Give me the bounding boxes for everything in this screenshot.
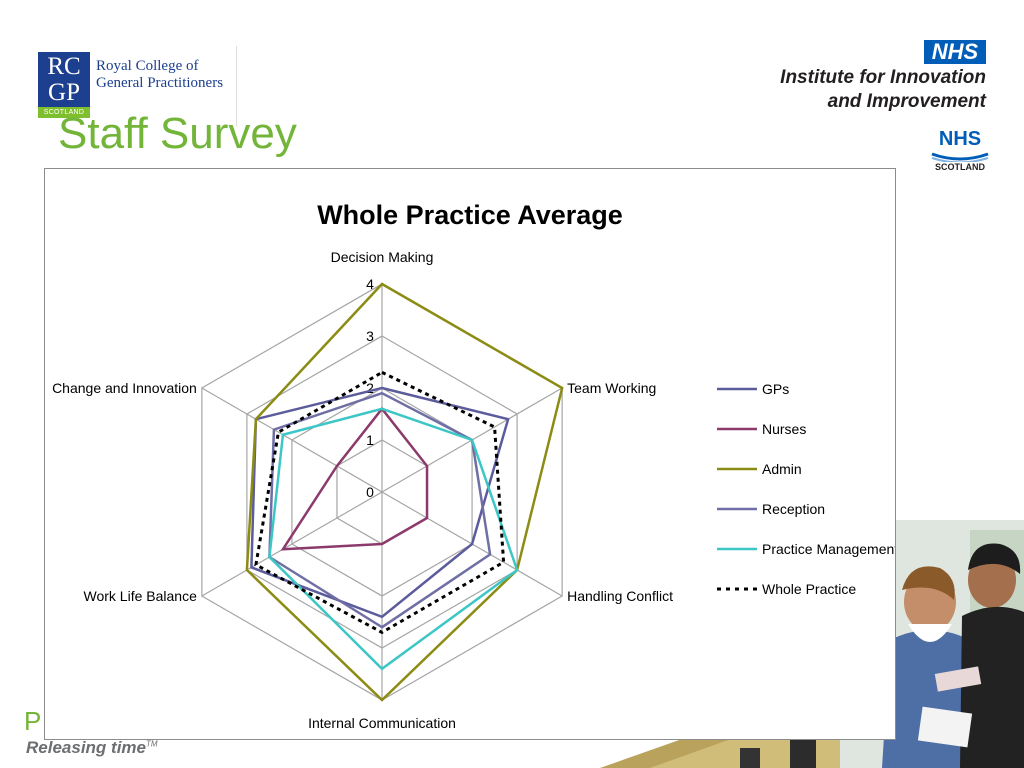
rcgp-name-line2: General Practitioners [96, 75, 224, 91]
axis-label: Change and Innovation [52, 380, 197, 396]
r-tick-label: 4 [366, 276, 374, 292]
rcgp-logo: RC GP SCOTLAND Royal College of General … [38, 52, 238, 122]
grid-spoke [201, 491, 383, 597]
rcgp-letters-bottom: GP [48, 79, 80, 106]
brand-tagline-text: Releasing time [26, 738, 146, 757]
nhs-scotland-logo: NHS [938, 128, 982, 150]
chart-axis-labels: Decision Making Team Working Handling Conf… [52, 249, 673, 731]
rcgp-logo-mark: RC GP SCOTLAND [38, 52, 90, 118]
axis-label: Handling Conflict [567, 588, 673, 604]
r-tick-label: 2 [366, 380, 374, 396]
nhs-logo: NHS [924, 40, 986, 64]
rcgp-name-line1: Royal College of [96, 58, 199, 74]
nhs-scotland-wave-icon [931, 152, 989, 162]
series-line [254, 370, 506, 635]
series-line [280, 406, 429, 551]
r-tick-label: 1 [366, 432, 374, 448]
axis-label: Internal Communication [308, 715, 456, 731]
institute-name: Institute for Innovation and Improvement [780, 66, 986, 114]
brand-tagline: Releasing timeTM [26, 738, 158, 758]
logo-divider [236, 46, 237, 126]
r-tick-label: 0 [366, 484, 374, 500]
legend-label: Whole Practice [762, 581, 856, 597]
r-tick-label: 3 [366, 328, 374, 344]
series-line [245, 282, 564, 702]
axis-label: Decision Making [331, 249, 434, 265]
chart-grid [201, 283, 563, 701]
legend-label: Admin [762, 461, 802, 477]
slide-title: Staff Survey [58, 109, 297, 158]
series-line [268, 391, 492, 629]
grid-spoke [201, 387, 383, 493]
institute-line1: Institute for Innovation [780, 67, 986, 88]
radar-chart-svg: Whole Practice Average 0 1 2 3 4 Decision Ma… [52, 200, 895, 731]
nhs-scotland-sub: SCOTLAND [935, 162, 985, 172]
rcgp-name: Royal College of General Practitioners [96, 58, 223, 92]
chart-series [245, 282, 564, 702]
legend-label: Practice Management [762, 541, 895, 557]
radar-chart: Whole Practice Average 0 1 2 3 4 Decision Ma… [44, 168, 896, 740]
trademark-mark: TM [146, 739, 158, 749]
rcgp-letters-top: RC [47, 53, 81, 80]
series-line [268, 407, 519, 671]
institute-line2: and Improvement [827, 91, 986, 112]
axis-label: Team Working [567, 380, 656, 396]
chart-ticks: 0 1 2 3 4 [366, 276, 374, 500]
rcgp-region: SCOTLAND [38, 107, 90, 118]
brand-letter: P [24, 706, 42, 736]
legend-label: Reception [762, 501, 825, 517]
chart-legend: GPs Nurses Admin Reception Practice Manageme… [717, 381, 895, 597]
legend-label: GPs [762, 381, 789, 397]
chart-title: Whole Practice Average [317, 200, 623, 230]
axis-label: Work Life Balance [84, 588, 198, 604]
legend-label: Nurses [762, 421, 806, 437]
